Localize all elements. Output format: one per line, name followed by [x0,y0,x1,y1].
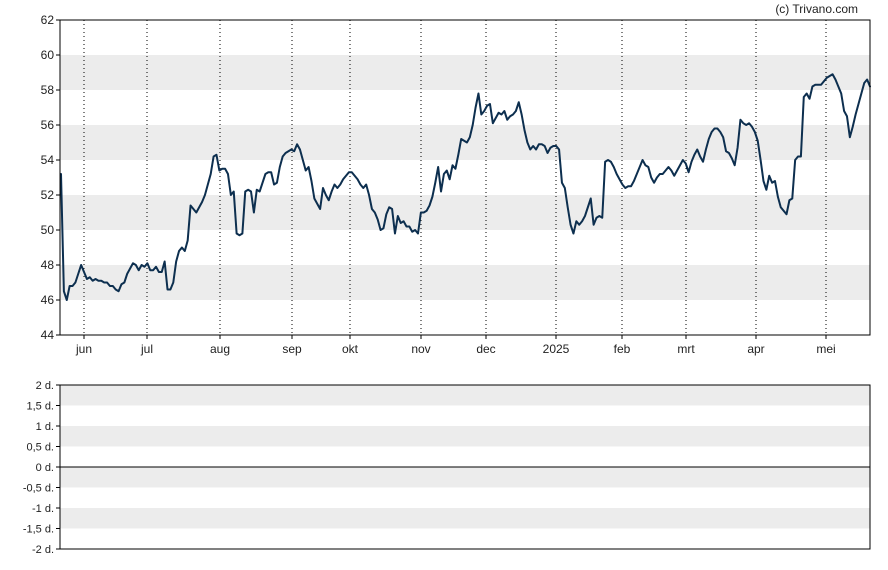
x-tick-label: 2025 [543,342,570,356]
indicator-band [60,467,870,488]
x-tick-label: nov [411,342,430,356]
indicator-chart-y-axis: 2 d. 1,5 d. 1 d. 0,5 d. 0 d. -0,5 d. -1 d. -1,5… [23,380,60,556]
x-tick-label: mei [816,342,835,356]
x-tick-label: apr [747,342,764,356]
x-tick-label: jun [75,342,92,356]
y-tick-label: 44 [41,328,55,342]
y-tick-label: 54 [41,153,55,167]
y-tick-label: 62 [41,13,55,27]
y-tick-label: 56 [41,118,55,132]
indicator-y-tick-label: -1 d. [32,503,54,515]
y-tick-label: 52 [41,188,55,202]
indicator-band [60,508,870,529]
x-tick-label: sep [282,342,302,356]
indicator-chart-bands [60,385,870,529]
price-chart-vertical-grid [83,20,827,335]
price-band [60,125,870,160]
price-band [60,265,870,300]
indicator-y-tick-label: -1,5 d. [23,524,54,536]
x-tick-label: jul [140,342,153,356]
x-tick-label: okt [342,342,359,356]
x-tick-label: mrt [677,342,695,356]
price-chart-frame [59,19,871,336]
price-chart-line-layer [60,73,871,301]
price-chart-bands [60,55,870,300]
price-series-line [60,73,871,301]
indicator-y-tick-label: 0 d. [36,462,54,474]
y-tick-label: 48 [41,258,55,272]
price-band [60,55,870,90]
indicator-band [60,385,870,406]
x-tick-label: dec [476,342,495,356]
indicator-y-tick-label: 2 d. [36,380,54,392]
x-tick-label: feb [614,342,631,356]
y-tick-label: 50 [41,223,55,237]
price-band [60,195,870,230]
y-tick-label: 46 [41,293,55,307]
indicator-y-tick-label: -2 d. [32,544,54,556]
y-tick-label: 60 [41,48,55,62]
credit-label: (c) Trivano.com [775,2,858,16]
x-tick-label: aug [210,342,230,356]
price-chart-x-axis: jun jul aug sep okt nov dec 2025 feb mrt apr mei [75,335,836,356]
y-tick-label: 58 [41,83,55,97]
indicator-y-tick-label: 0,5 d. [26,442,54,454]
price-chart-y-axis: 44 46 48 50 52 54 56 58 60 62 [41,13,60,342]
indicator-band [60,426,870,447]
indicator-y-tick-label: -0,5 d. [23,483,54,495]
indicator-y-tick-label: 1,5 d. [26,401,54,413]
indicator-y-tick-label: 1 d. [36,421,54,433]
